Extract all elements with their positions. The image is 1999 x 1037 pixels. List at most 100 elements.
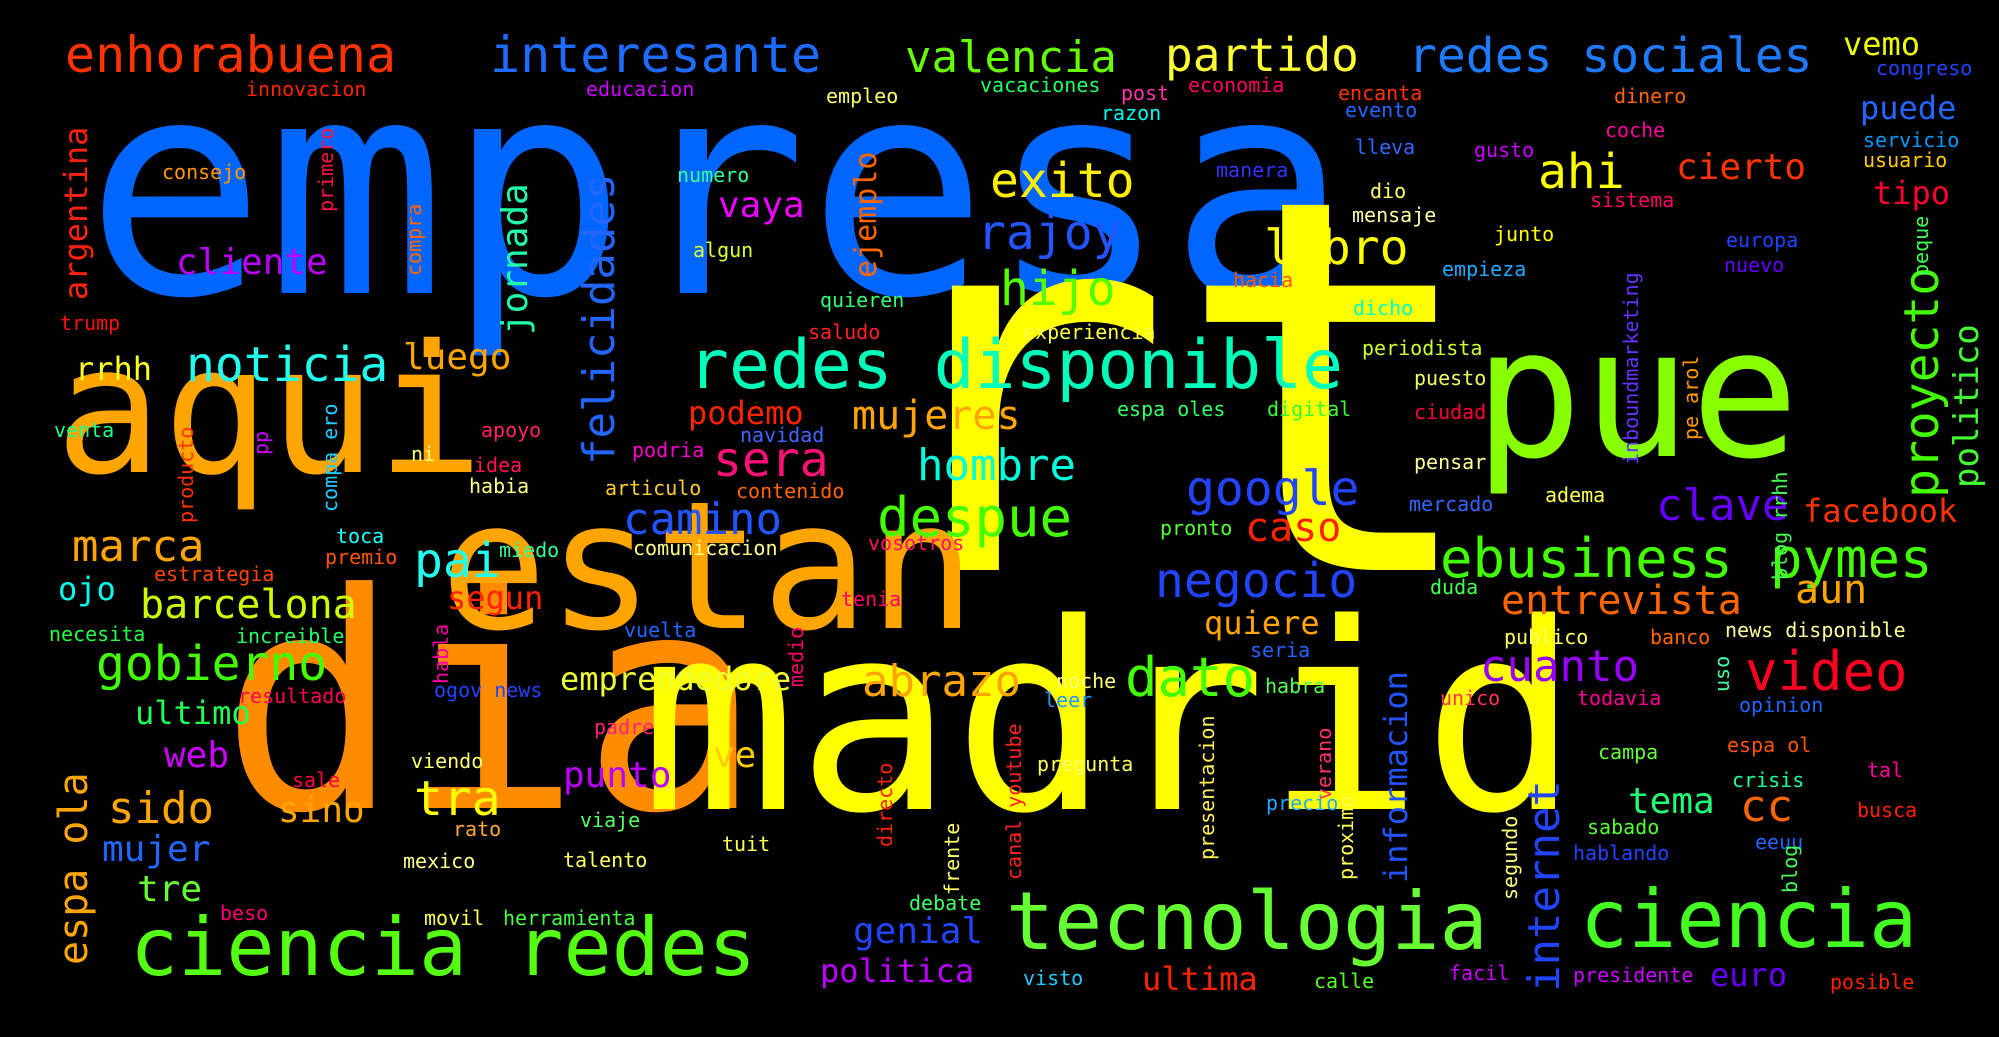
word-talento: talento	[563, 848, 648, 872]
word-pai: pai	[414, 533, 501, 589]
word-habia: habia	[469, 474, 530, 498]
word-mercado: mercado	[1409, 492, 1494, 516]
word-digital: digital	[1267, 397, 1352, 421]
word-vaya: vaya	[718, 185, 805, 226]
word-aqui: aqui	[55, 307, 484, 514]
word-cuanto: cuanto	[1480, 641, 1639, 692]
word-increible: increible	[236, 624, 345, 648]
word-ahi: ahi	[1538, 144, 1625, 200]
word-innovacion: innovacion	[246, 77, 367, 101]
word-compa-ero: compa ero	[318, 403, 342, 512]
word-usuario: usuario	[1863, 148, 1948, 172]
word-canal-youtube: canal youtube	[1002, 723, 1026, 880]
word-despue: despue	[877, 486, 1073, 549]
word-viendo: viendo	[411, 749, 484, 773]
word-segun: segun	[447, 579, 544, 617]
word-espa-oles: espa oles	[1117, 397, 1226, 421]
word-proximo: proximo	[1334, 795, 1358, 880]
word-frente: frente	[940, 822, 964, 895]
word-segundo: segundo	[1498, 815, 1522, 900]
word-libro: libro	[1264, 220, 1409, 276]
word-pue: pue	[1474, 290, 1800, 499]
word-pronto: pronto	[1160, 516, 1233, 540]
word-debate: debate	[909, 891, 982, 915]
word-ultima: ultima	[1142, 960, 1258, 998]
word-jornada: jornada	[495, 183, 536, 335]
word-servicio: servicio	[1863, 128, 1960, 152]
word-nuevo: nuevo	[1724, 253, 1785, 277]
word-contenido: contenido	[736, 479, 845, 503]
word-educacion: educacion	[586, 77, 695, 101]
word-cierto: cierto	[1676, 147, 1807, 188]
word-dinero: dinero	[1614, 84, 1687, 108]
word-puesto: puesto	[1414, 366, 1487, 390]
word-cliente: cliente	[176, 242, 328, 283]
word-abrazo: abrazo	[862, 656, 1021, 707]
word-punto: punto	[563, 755, 672, 796]
word-seria: seria	[1250, 638, 1311, 662]
word-vuelta: vuelta	[624, 618, 697, 642]
word-busca: busca	[1857, 798, 1918, 822]
word-evento: evento	[1345, 98, 1418, 122]
word-mexico: mexico	[403, 849, 476, 873]
word-rt: rt	[860, 87, 1487, 693]
word-verano: verano	[1312, 727, 1336, 800]
word-dio: dio	[1370, 179, 1407, 203]
word-tuit: tuit	[722, 832, 771, 856]
word-politica: politica	[820, 952, 975, 990]
word-manera: manera	[1216, 158, 1289, 182]
word-tre: tre	[137, 869, 203, 910]
word-gusto: gusto	[1474, 138, 1535, 162]
word-sido: sido	[108, 783, 214, 834]
word-vosotros: vosotros	[868, 531, 965, 555]
word-algun: algun	[693, 238, 754, 262]
word-noticia: noticia	[186, 337, 389, 393]
word-redes-sociales: redes sociales	[1408, 28, 1813, 84]
word-padre: padre	[594, 715, 655, 739]
word-tra: tra	[414, 771, 501, 827]
word-ultimo: ultimo	[135, 694, 251, 732]
word-saludo: saludo	[808, 320, 881, 344]
word-sera: sera	[713, 432, 829, 488]
word-sistema: sistema	[1590, 188, 1675, 212]
word-numero: numero	[677, 163, 750, 187]
word-opinion: opinion	[1739, 693, 1824, 717]
word-camino: camino	[623, 494, 782, 545]
word-sale: sale	[292, 768, 341, 792]
word-razon: razon	[1101, 101, 1162, 125]
word-ejemplo: ejemplo	[849, 151, 884, 278]
word-aun: aun	[1795, 567, 1868, 613]
word-interesante: interesante	[490, 26, 822, 84]
word-habra: habra	[1265, 674, 1326, 698]
word-mensaje: mensaje	[1352, 203, 1437, 227]
word-dato: dato	[1125, 646, 1256, 709]
word-mujer: mujer	[102, 829, 211, 870]
word-ebusiness: ebusiness	[1440, 527, 1733, 590]
word-negocio: negocio	[1155, 553, 1358, 609]
word-ojo: ojo	[58, 570, 116, 608]
word-peque: peque	[1909, 215, 1933, 276]
word-presentacion: presentacion	[1195, 715, 1219, 861]
word-precio: precio	[1266, 791, 1339, 815]
word-posible: posible	[1830, 970, 1915, 994]
word-hablando: hablando	[1573, 841, 1670, 865]
word-tema: tema	[1628, 781, 1715, 822]
word-tecnologia: tecnologia	[1006, 875, 1488, 968]
word-blog: blog	[1778, 844, 1802, 893]
word-enhorabuena: enhorabuena	[65, 26, 397, 84]
word-noche: noche	[1056, 669, 1117, 693]
word-apoyo: apoyo	[481, 418, 542, 442]
word-mujeres: mujeres	[852, 393, 1021, 439]
word-producto: producto	[174, 426, 198, 523]
word-banco: banco	[1650, 625, 1711, 649]
word-post: post	[1121, 81, 1170, 105]
word-lleva: lleva	[1355, 135, 1416, 159]
word-comunicacion: comunicacion	[633, 536, 778, 560]
word-barcelona: barcelona	[140, 582, 357, 628]
word-puede: puede	[1860, 89, 1957, 127]
word-quieren: quieren	[820, 288, 905, 312]
word-periodista: periodista	[1362, 336, 1483, 360]
word-espa-ol: espa ol	[1727, 733, 1812, 757]
word-caso: caso	[1245, 505, 1342, 551]
word-adema: adema	[1545, 483, 1606, 507]
